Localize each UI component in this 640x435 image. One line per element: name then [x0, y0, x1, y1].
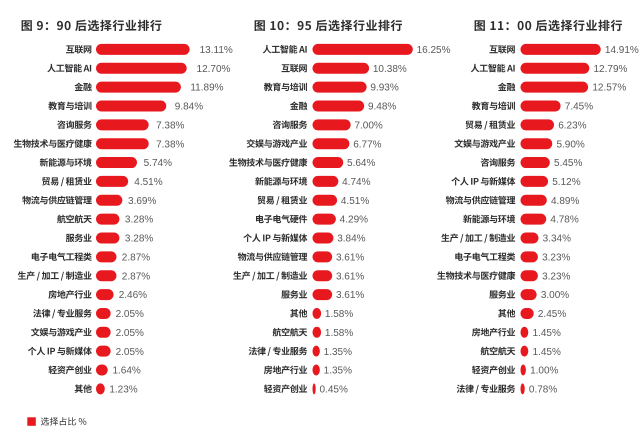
- svg-text:5.74%: 5.74%: [144, 158, 172, 169]
- svg-text:1.35%: 1.35%: [324, 347, 352, 358]
- svg-text:4.74%: 4.74%: [342, 177, 370, 188]
- svg-text:7.00%: 7.00%: [354, 120, 382, 131]
- svg-text:2.87%: 2.87%: [122, 271, 150, 282]
- svg-text:5.64%: 5.64%: [347, 158, 375, 169]
- svg-text:5.45%: 5.45%: [554, 158, 582, 169]
- svg-text:3.84%: 3.84%: [337, 234, 365, 245]
- svg-text:3.34%: 3.34%: [543, 234, 571, 245]
- svg-text:9.48%: 9.48%: [368, 102, 396, 113]
- svg-text:10.38%: 10.38%: [373, 64, 407, 75]
- svg-text:13.11%: 13.11%: [200, 45, 233, 56]
- svg-text:11.89%: 11.89%: [190, 83, 223, 94]
- svg-text:3.28%: 3.28%: [125, 234, 153, 245]
- svg-text:12.57%: 12.57%: [592, 83, 626, 94]
- svg-text:2.05%: 2.05%: [116, 309, 144, 320]
- svg-text:3.69%: 3.69%: [128, 196, 156, 207]
- svg-text:1.45%: 1.45%: [533, 328, 561, 339]
- svg-text:2.46%: 2.46%: [119, 290, 147, 301]
- svg-text:6.77%: 6.77%: [353, 139, 381, 150]
- svg-text:4.51%: 4.51%: [134, 177, 162, 188]
- svg-text:5.12%: 5.12%: [552, 177, 580, 188]
- svg-text:3.61%: 3.61%: [336, 271, 364, 282]
- svg-text:12.70%: 12.70%: [197, 64, 231, 75]
- svg-text:2.05%: 2.05%: [116, 347, 144, 358]
- svg-text:6.23%: 6.23%: [558, 120, 586, 131]
- svg-text:16.25%: 16.25%: [417, 45, 451, 56]
- svg-text:3.28%: 3.28%: [125, 215, 153, 226]
- svg-text:7.45%: 7.45%: [565, 102, 593, 113]
- svg-text:0.78%: 0.78%: [529, 384, 557, 395]
- svg-text:9.84%: 9.84%: [175, 102, 203, 113]
- svg-text:4.29%: 4.29%: [340, 215, 368, 226]
- svg-text:1.64%: 1.64%: [112, 366, 140, 377]
- svg-text:3.00%: 3.00%: [541, 290, 569, 301]
- svg-text:1.35%: 1.35%: [324, 366, 352, 377]
- svg-text:0.45%: 0.45%: [320, 384, 348, 395]
- svg-text:3.23%: 3.23%: [542, 271, 570, 282]
- svg-text:2.87%: 2.87%: [122, 252, 150, 263]
- svg-text:2.45%: 2.45%: [538, 309, 566, 320]
- svg-text:4.78%: 4.78%: [550, 215, 578, 226]
- svg-text:3.61%: 3.61%: [336, 290, 364, 301]
- svg-text:3.23%: 3.23%: [542, 252, 570, 263]
- svg-text:4.89%: 4.89%: [551, 196, 579, 207]
- svg-text:12.79%: 12.79%: [594, 64, 628, 75]
- svg-text:1.23%: 1.23%: [109, 384, 137, 395]
- svg-text:14.91%: 14.91%: [605, 45, 639, 56]
- svg-text:3.61%: 3.61%: [336, 252, 364, 263]
- svg-text:4.51%: 4.51%: [341, 196, 369, 207]
- svg-text:5.90%: 5.90%: [556, 139, 584, 150]
- svg-text:9.93%: 9.93%: [370, 83, 398, 94]
- svg-text:1.58%: 1.58%: [325, 309, 353, 320]
- svg-text:1.58%: 1.58%: [325, 328, 353, 339]
- svg-text:1.45%: 1.45%: [533, 347, 561, 358]
- svg-text:2.05%: 2.05%: [116, 328, 144, 339]
- svg-text:7.38%: 7.38%: [156, 120, 184, 131]
- svg-text:7.38%: 7.38%: [156, 139, 184, 150]
- svg-text:1.00%: 1.00%: [530, 366, 558, 377]
